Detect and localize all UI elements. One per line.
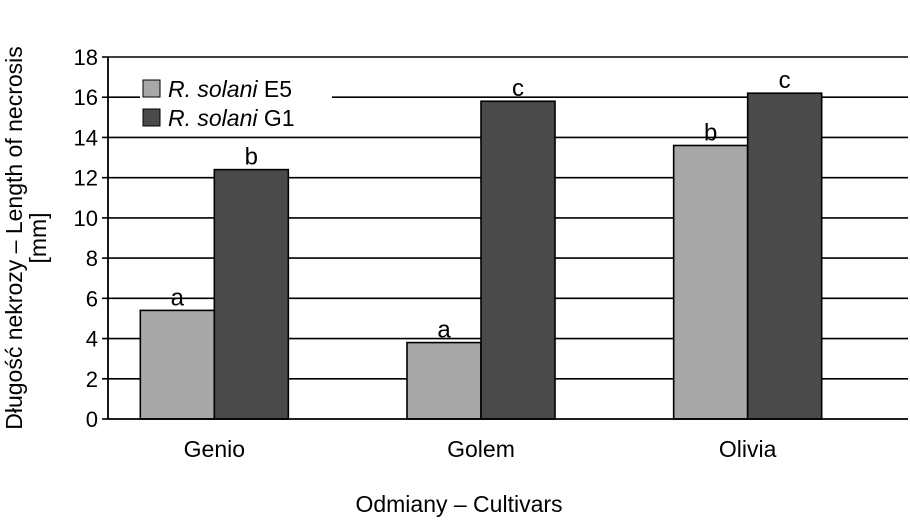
bar-genio-g1 <box>213 168 290 420</box>
bar-golem-e5 <box>406 341 482 420</box>
bar-letter-labels: a b a c b c <box>171 67 791 343</box>
bar-golem-g1 <box>480 100 556 420</box>
legend-label-e5: R. solani E5 <box>168 76 292 102</box>
y-tick-label-10: 10 <box>74 206 98 231</box>
bar-olivia-e5 <box>672 144 749 420</box>
bar-label-olivia-g1: c <box>779 67 791 94</box>
legend-label-g1: R. solani G1 <box>168 105 295 131</box>
category-label-golem: Golem <box>447 436 515 462</box>
bar-olivia-g1 <box>746 92 823 420</box>
bar-label-genio-e5: a <box>171 284 185 311</box>
legend: R. solani E5 R. solani G1 <box>140 73 332 135</box>
category-labels: Genio Golem Olivia <box>184 436 777 462</box>
axes <box>107 57 908 420</box>
y-tick-label-14: 14 <box>74 125 98 150</box>
x-axis-title: Odmiany – Cultivars <box>355 491 562 517</box>
bar-label-golem-e5: a <box>437 317 451 344</box>
category-label-genio: Genio <box>184 436 245 462</box>
y-tick-label-16: 16 <box>74 85 98 110</box>
bar-label-golem-g1: c <box>512 75 524 102</box>
y-tick-label-0: 0 <box>86 407 98 432</box>
y-tick-label-12: 12 <box>74 166 98 191</box>
legend-swatch-g1 <box>142 108 161 127</box>
y-tick-label-6: 6 <box>86 286 98 311</box>
legend-swatch-e5 <box>142 79 161 98</box>
legend-background <box>140 73 332 135</box>
y-tick-labels: 0 2 4 6 8 10 12 14 16 18 <box>74 45 98 432</box>
bar-label-olivia-e5: b <box>704 119 717 146</box>
category-label-olivia: Olivia <box>719 436 777 462</box>
bar-label-genio-g1: b <box>245 144 258 171</box>
y-tick-label-2: 2 <box>86 367 98 392</box>
y-tick-label-8: 8 <box>86 246 98 271</box>
y-tick-label-4: 4 <box>86 327 98 352</box>
y-tick-label-18: 18 <box>74 45 98 70</box>
bars <box>139 92 823 420</box>
bar-genio-e5 <box>139 309 216 420</box>
y-axis-title-line2: [mm] <box>25 212 51 263</box>
y-axis-title-line1: Długość nekrozy – Length of necrosis <box>1 46 27 430</box>
